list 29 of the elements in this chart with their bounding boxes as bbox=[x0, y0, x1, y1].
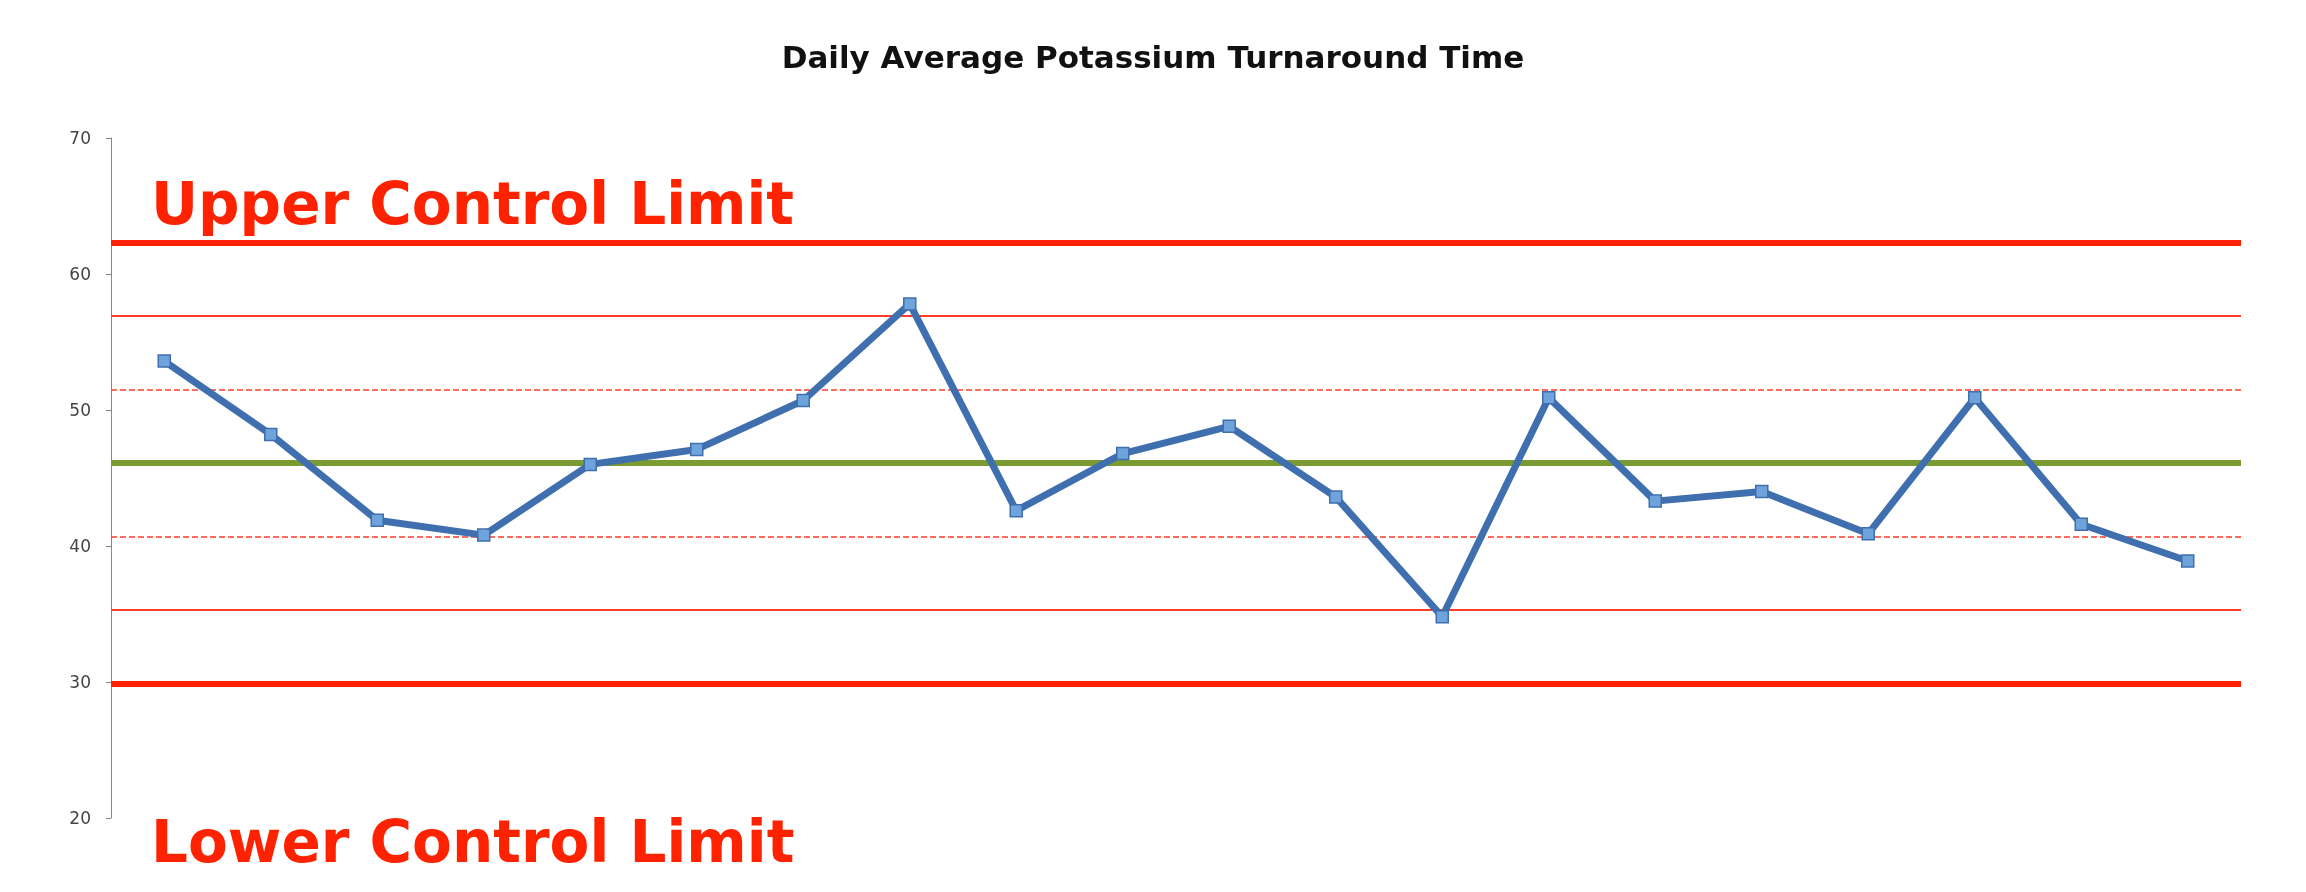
point bbox=[1116, 446, 1130, 461]
point bbox=[903, 297, 917, 311]
y-tick-label: 60 bbox=[69, 264, 91, 284]
point bbox=[370, 513, 384, 527]
point bbox=[583, 457, 597, 472]
point bbox=[1755, 484, 1769, 499]
point bbox=[1648, 494, 1662, 508]
point bbox=[1861, 527, 1875, 541]
point bbox=[1222, 419, 1236, 434]
y-tick-label: 40 bbox=[69, 536, 91, 556]
point bbox=[690, 442, 704, 457]
point bbox=[2181, 554, 2195, 568]
point bbox=[796, 393, 810, 408]
ref-line-label: Lower Control Limit bbox=[151, 808, 795, 877]
ref-line-label: Upper Control Limit bbox=[151, 169, 795, 238]
point bbox=[1329, 490, 1343, 504]
point bbox=[157, 354, 171, 368]
point bbox=[264, 427, 278, 442]
point bbox=[1968, 391, 1982, 405]
point bbox=[1009, 503, 1023, 518]
point bbox=[2074, 517, 2088, 531]
chart-title: Daily Average Potassium Turnaround Time bbox=[781, 38, 1525, 75]
point bbox=[1435, 609, 1449, 624]
y-tick-label: 70 bbox=[69, 128, 91, 148]
point bbox=[1542, 391, 1556, 405]
y-tick-label: 20 bbox=[69, 808, 91, 828]
y-tick-label: 30 bbox=[69, 672, 91, 692]
point bbox=[477, 528, 491, 542]
y-tick-label: 50 bbox=[69, 400, 91, 420]
